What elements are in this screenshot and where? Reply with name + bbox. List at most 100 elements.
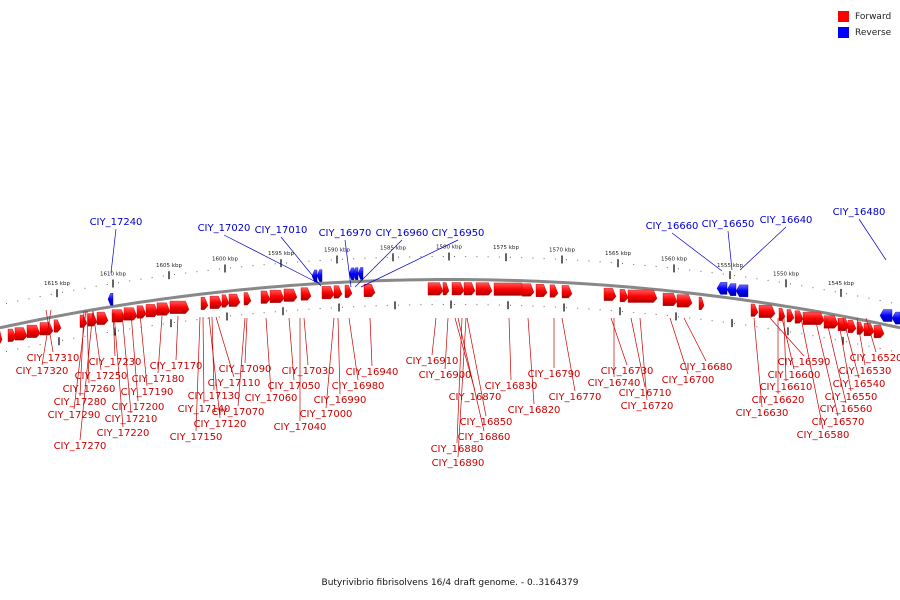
scale-dot — [319, 260, 321, 261]
forward-gene-label: CIY_16710 — [619, 388, 672, 399]
scale-dot — [274, 311, 276, 313]
forward-leader-line — [842, 317, 860, 379]
scale-dot — [151, 277, 153, 279]
scale-dot — [498, 256, 500, 258]
forward-gene-arrow — [451, 282, 465, 296]
scale-dot — [409, 304, 411, 306]
forward-leader-line — [92, 310, 102, 371]
forward-gene-arrow — [627, 289, 658, 303]
scale-dot — [521, 257, 523, 259]
forward-gene-label: CIY_17200 — [112, 402, 165, 413]
scale-dot — [465, 304, 467, 306]
scale-label: 1555 kbp — [717, 263, 743, 269]
scale-dot — [801, 285, 803, 287]
forward-leader-line — [265, 317, 272, 393]
scale-dot — [812, 335, 814, 337]
scale-dot — [28, 298, 30, 300]
forward-gene-label: CIY_17220 — [97, 428, 150, 439]
scale-dot — [28, 346, 30, 348]
forward-gene-arrow — [333, 285, 343, 299]
forward-leader-line — [79, 310, 94, 441]
forward-gene-arrow — [300, 287, 312, 301]
forward-gene-arrow — [269, 289, 285, 303]
scale-dot — [599, 261, 601, 263]
forward-leader-line — [130, 312, 139, 402]
reverse-swatch — [838, 27, 849, 38]
reverse-leader-line — [858, 218, 887, 261]
reverse-gene-arrow — [726, 283, 737, 296]
reverse-gene-arrow — [316, 269, 323, 282]
scale-dot — [140, 326, 142, 328]
scale-dot — [879, 300, 881, 301]
reverse-gene-arrow — [357, 267, 364, 280]
forward-leader-line — [457, 317, 485, 432]
forward-gene-label: CIY_16580 — [797, 430, 850, 441]
scale-dot — [454, 304, 455, 305]
forward-leader-line — [325, 317, 335, 409]
forward-leader-line — [610, 317, 628, 366]
scale-dot — [722, 273, 724, 275]
forward-leader-line — [337, 317, 341, 395]
forward-gene-label: CIY_16560 — [820, 404, 873, 415]
reverse-leader-line — [344, 239, 352, 288]
legend-reverse-label: Reverse — [855, 27, 892, 38]
forward-gene-label: CIY_16890 — [432, 458, 485, 469]
scale-dot — [330, 259, 332, 261]
legend-reverse: Reverse — [838, 25, 900, 40]
scale-dots-inner — [6, 304, 892, 352]
forward-leader-line — [113, 312, 124, 428]
forward-gene-label: CIY_17000 — [300, 409, 353, 420]
scale-dot — [73, 289, 75, 291]
forward-leader-line — [79, 310, 85, 397]
scale-dot — [890, 302, 892, 304]
scale-dot — [420, 256, 422, 258]
forward-gene-arrow — [26, 324, 41, 338]
forward-leader-line — [800, 317, 824, 430]
forward-gene-arrow — [698, 296, 705, 310]
forward-leader-line — [561, 317, 576, 392]
scale-dot — [442, 304, 444, 305]
scale-dot — [286, 262, 287, 264]
forward-leader-line — [814, 317, 839, 417]
forward-gene-arrow — [53, 319, 62, 333]
forward-gene-arrow — [837, 318, 850, 331]
map-caption: Butyrivibrio fibrisolvens 16/4 draft gen… — [321, 578, 579, 588]
scale-dot — [521, 305, 523, 307]
forward-leader-line — [825, 317, 847, 404]
forward-gene-arrow — [96, 311, 109, 325]
scale-label: 1615 kbp — [44, 281, 70, 287]
scale-dot — [465, 256, 467, 258]
scale-dot — [353, 258, 355, 260]
scale-dot — [566, 259, 567, 261]
scale-dot — [857, 343, 859, 345]
scale-dot — [241, 314, 243, 316]
scale-dot — [6, 303, 7, 304]
scale-dot — [342, 258, 343, 260]
scale-dot — [577, 307, 579, 309]
scale-dot — [162, 323, 164, 325]
genome-backbone — [0, 277, 900, 330]
forward-leader-line — [508, 317, 512, 381]
forward-gene-arrow — [463, 282, 476, 296]
forward-gene-label: CIY_17280 — [54, 397, 107, 408]
forward-leader-line — [431, 317, 437, 356]
scale-dot — [689, 269, 691, 271]
forward-gene-label: CIY_17310 — [27, 353, 80, 364]
forward-gene-label: CIY_16530 — [839, 366, 892, 377]
scale-dot — [230, 315, 231, 317]
scale-dot — [678, 268, 679, 270]
scale-dot — [868, 297, 870, 299]
forward-gene-label: CIY_17110 — [208, 378, 261, 389]
forward-gene-arrow — [209, 295, 223, 309]
forward-gene-arrow — [228, 293, 241, 307]
scale-dot — [857, 295, 859, 297]
scale-dot — [174, 274, 175, 275]
scale-dot — [823, 289, 825, 291]
forward-gene-label: CIY_16610 — [760, 382, 813, 393]
scale-dot — [39, 344, 41, 346]
reverse-gene-arrow — [107, 293, 114, 306]
forward-gene-label: CIY_16680 — [680, 362, 733, 373]
scale-dot — [330, 307, 332, 309]
scale-dot — [868, 345, 870, 347]
scale-dot — [778, 329, 780, 331]
